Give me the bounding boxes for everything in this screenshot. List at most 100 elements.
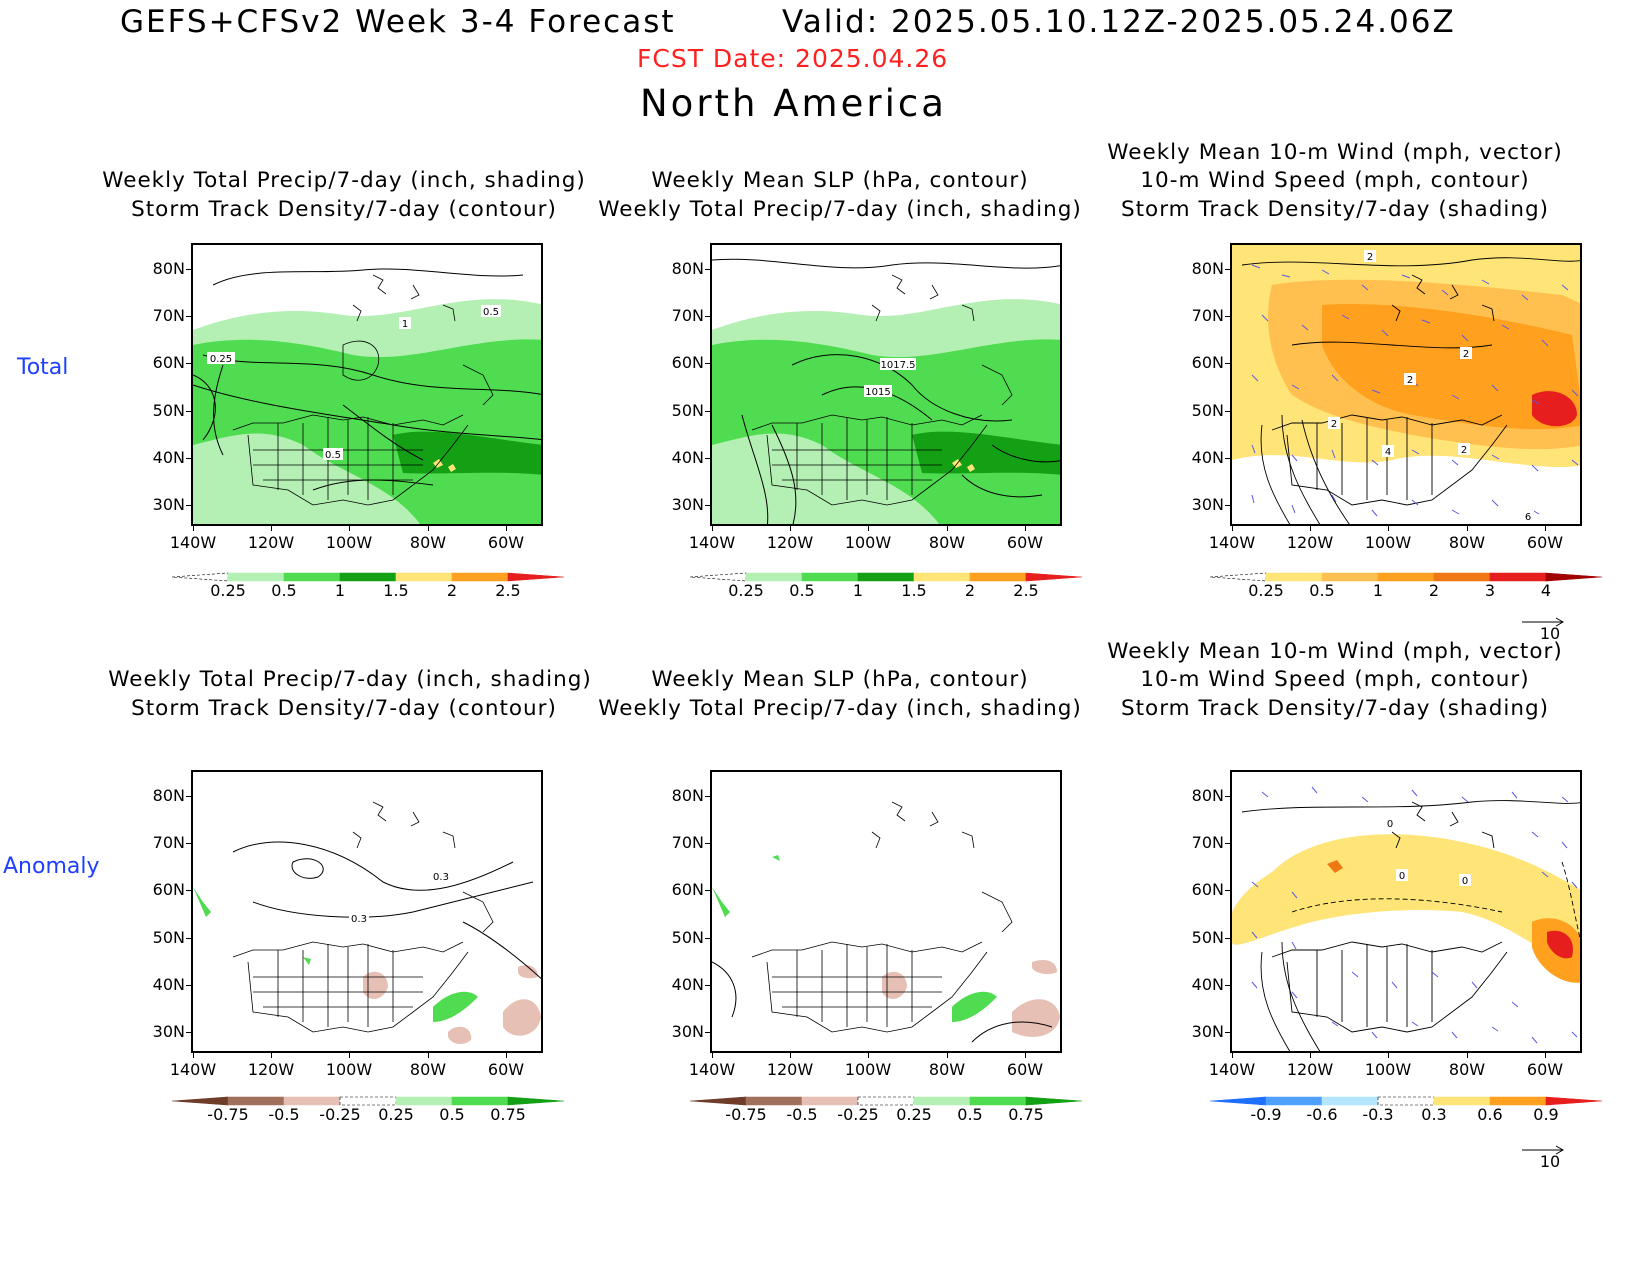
wind-reference-arrow-icon [1522, 612, 1567, 631]
map-anomaly-precip: 0.3 0.3 [191, 770, 543, 1053]
colorbar-storm [1209, 572, 1603, 582]
colorbar-label: 2 [964, 581, 976, 600]
latitude-tick-mark [1225, 316, 1230, 317]
contour-label: 0.5 [483, 307, 499, 318]
colorbar-precip [171, 572, 565, 582]
latitude-tick-label: 60N [1191, 353, 1224, 372]
colorbar-swatch [1377, 1096, 1435, 1106]
latitude-tick-label: 40N [671, 975, 704, 994]
colorbar-swatch [451, 572, 509, 582]
colorbar-swatch [1209, 572, 1267, 582]
longitude-tick-label: 80W [409, 1060, 447, 1079]
latitude-tick-mark [1225, 938, 1230, 939]
latitude-tick-mark [705, 269, 710, 270]
longitude-tick-label: 80W [928, 1060, 966, 1079]
longitude-tick-mark [712, 1053, 713, 1058]
latitude-tick-mark [705, 796, 710, 797]
latitude-tick-mark [1225, 890, 1230, 891]
longitude-tick-label: 80W [409, 533, 447, 552]
longitude-tick-label: 80W [1448, 1060, 1486, 1079]
panel-anom-precip-title-1: Weekly Total Precip/7-day (inch, shading… [108, 667, 592, 692]
longitude-tick-mark [1467, 1053, 1468, 1058]
contour-label: 0 [1387, 819, 1393, 830]
latitude-tick-label: 80N [152, 259, 185, 278]
latitude-tick-mark [186, 985, 191, 986]
longitude-tick-mark [1388, 526, 1389, 531]
latitude-tick-mark [186, 938, 191, 939]
longitude-tick-mark [868, 526, 869, 531]
latitude-tick-mark [186, 843, 191, 844]
latitude-tick-label: 70N [1191, 306, 1224, 325]
latitude-tick-label: 80N [671, 259, 704, 278]
longitude-tick-mark [790, 1053, 791, 1058]
contour-label: 0.5 [325, 450, 341, 461]
latitude-tick-mark [186, 890, 191, 891]
longitude-tick-mark [1545, 1053, 1546, 1058]
colorbar-swatch [171, 1096, 229, 1106]
latitude-tick-label: 70N [1191, 833, 1224, 852]
colorbar-swatch [801, 1096, 859, 1106]
longitude-tick-label: 120W [766, 533, 814, 552]
longitude-tick-label: 140W [688, 533, 736, 552]
latitude-tick-label: 50N [671, 401, 704, 420]
latitude-tick-mark [186, 458, 191, 459]
contour-label: 1015 [865, 387, 890, 398]
longitude-tick-mark [428, 526, 429, 531]
longitude-tick-mark [1467, 526, 1468, 531]
latitude-tick-label: 30N [671, 495, 704, 514]
contour-label: 2 [1463, 349, 1469, 360]
latitude-tick-mark [1225, 985, 1230, 986]
latitude-tick-mark [1225, 1032, 1230, 1033]
longitude-tick-label: 60W [1526, 1060, 1564, 1079]
latitude-tick-label: 60N [671, 880, 704, 899]
latitude-tick-mark [705, 458, 710, 459]
longitude-tick-mark [1025, 1053, 1026, 1058]
longitude-tick-mark [193, 526, 194, 531]
longitude-tick-label: 140W [1208, 533, 1256, 552]
colorbar-swatch [227, 572, 285, 582]
contour-label: 0 [1399, 871, 1405, 882]
colorbar-swatch [1025, 1096, 1083, 1106]
contour-label: 0.3 [351, 914, 367, 925]
longitude-tick-label: 140W [688, 1060, 736, 1079]
latitude-tick-label: 70N [671, 833, 704, 852]
colorbar-label: 0.5 [271, 581, 297, 600]
colorbar-label: -0.75 [207, 1105, 249, 1124]
longitude-tick-mark [1388, 1053, 1389, 1058]
latitude-tick-label: 60N [1191, 880, 1224, 899]
panel-total-precip-title-2: Storm Track Density/7-day (contour) [131, 197, 557, 222]
colorbar-swatch [171, 572, 229, 582]
latitude-tick-label: 50N [671, 928, 704, 947]
colorbar-label: 0.6 [1477, 1105, 1503, 1124]
longitude-tick-mark [1545, 526, 1546, 531]
latitude-tick-label: 50N [152, 401, 185, 420]
colorbar-swatch [1321, 572, 1379, 582]
latitude-tick-mark [705, 890, 710, 891]
longitude-tick-label: 120W [1286, 533, 1334, 552]
longitude-tick-label: 100W [844, 1060, 892, 1079]
colorbar-swatch [1265, 1096, 1323, 1106]
colorbar-label: -0.5 [786, 1105, 818, 1124]
colorbar-swatch [857, 572, 915, 582]
panel-anom-wind-title-3: Storm Track Density/7-day (shading) [1120, 696, 1550, 721]
latitude-tick-label: 60N [671, 353, 704, 372]
colorbar-swatch [913, 1096, 971, 1106]
colorbar-precip-anom [689, 1096, 1083, 1106]
longitude-tick-mark [349, 1053, 350, 1058]
longitude-tick-label: 80W [928, 533, 966, 552]
latitude-tick-mark [1225, 796, 1230, 797]
colorbar-swatch [283, 1096, 341, 1106]
longitude-tick-label: 100W [844, 533, 892, 552]
wind-reference-label: 10 [1539, 1152, 1561, 1171]
colorbar-label: 0.5 [789, 581, 815, 600]
longitude-tick-label: 100W [325, 1060, 373, 1079]
colorbar-swatch [507, 572, 565, 582]
latitude-tick-label: 30N [1191, 495, 1224, 514]
latitude-tick-mark [1225, 505, 1230, 506]
contour-label: 1 [402, 319, 408, 330]
latitude-tick-mark [186, 1032, 191, 1033]
wind-reference-label: 10 [1539, 624, 1561, 643]
colorbar-swatch [913, 572, 971, 582]
map-anomaly-slp [710, 770, 1062, 1053]
colorbar-label: 2 [446, 581, 458, 600]
